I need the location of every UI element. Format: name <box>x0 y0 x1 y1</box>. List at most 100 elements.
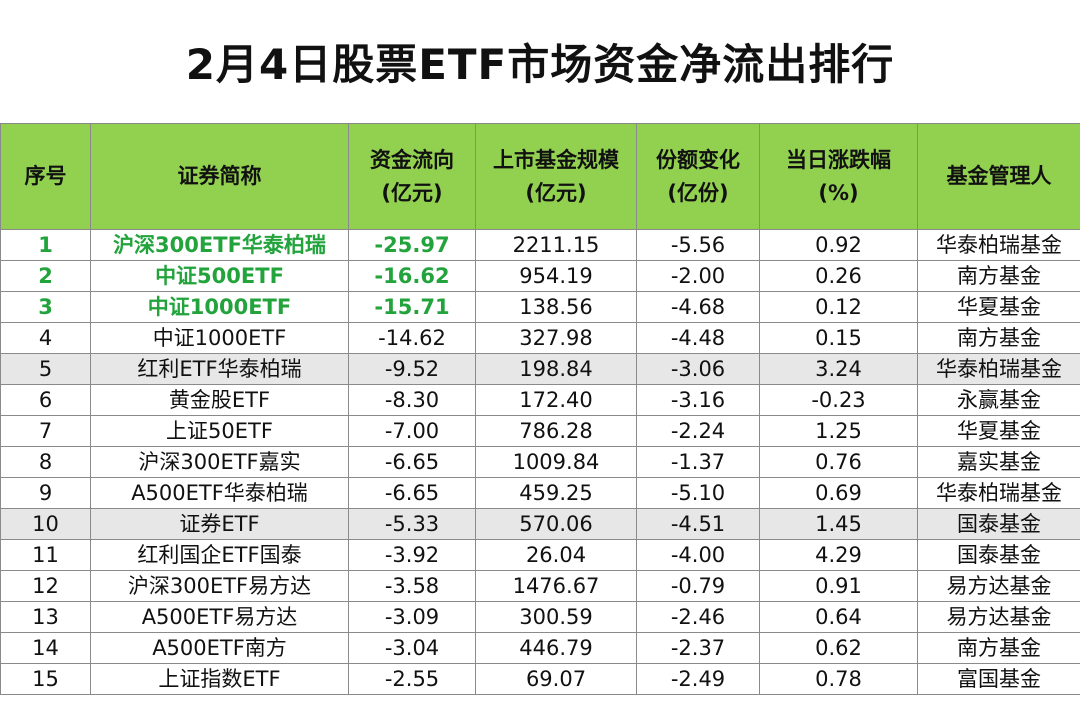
cell-share: -2.24 <box>636 415 760 447</box>
table-row: 9 A500ETF华泰柏瑞 -6.65 459.25 -5.10 0.69 华泰… <box>0 477 1080 509</box>
col-header-flow: 资金流向 (亿元) <box>348 123 476 230</box>
table-row: 10 证券ETF -5.33 570.06 -4.51 1.45 国泰基金 <box>0 508 1080 540</box>
cell-scale: 26.04 <box>475 539 637 571</box>
cell-flow: -8.30 <box>348 384 476 416</box>
cell-manager: 南方基金 <box>917 260 1080 292</box>
cell-share: -4.48 <box>636 322 760 354</box>
cell-scale: 1009.84 <box>475 446 637 478</box>
cell-scale: 954.19 <box>475 260 637 292</box>
cell-share: -4.68 <box>636 291 760 323</box>
cell-manager: 易方达基金 <box>917 570 1080 602</box>
cell-change: -0.23 <box>759 384 918 416</box>
cell-scale: 446.79 <box>475 632 637 664</box>
cell-no: 12 <box>0 570 91 602</box>
cell-flow: -6.65 <box>348 477 476 509</box>
cell-change: 0.91 <box>759 570 918 602</box>
cell-name: 黄金股ETF <box>90 384 349 416</box>
cell-share: -0.79 <box>636 570 760 602</box>
table-row: 5 红利ETF华泰柏瑞 -9.52 198.84 -3.06 3.24 华泰柏瑞… <box>0 353 1080 385</box>
cell-name: 证券ETF <box>90 508 349 540</box>
cell-name: A500ETF南方 <box>90 632 349 664</box>
cell-scale: 327.98 <box>475 322 637 354</box>
cell-flow: -16.62 <box>348 260 476 292</box>
cell-manager: 华泰柏瑞基金 <box>917 353 1080 385</box>
cell-change: 0.26 <box>759 260 918 292</box>
cell-scale: 2211.15 <box>475 229 637 261</box>
cell-change: 0.12 <box>759 291 918 323</box>
cell-no: 5 <box>0 353 91 385</box>
cell-no: 8 <box>0 446 91 478</box>
cell-flow: -3.92 <box>348 539 476 571</box>
cell-no: 3 <box>0 291 91 323</box>
cell-no: 11 <box>0 539 91 571</box>
cell-share: -1.37 <box>636 446 760 478</box>
cell-name: 上证指数ETF <box>90 663 349 695</box>
col-header-scale: 上市基金规模 (亿元) <box>475 123 637 230</box>
cell-change: 0.62 <box>759 632 918 664</box>
cell-manager: 永赢基金 <box>917 384 1080 416</box>
cell-scale: 69.07 <box>475 663 637 695</box>
cell-name: 上证50ETF <box>90 415 349 447</box>
cell-share: -5.10 <box>636 477 760 509</box>
cell-name: 中证1000ETF <box>90 291 349 323</box>
table-row: 14 A500ETF南方 -3.04 446.79 -2.37 0.62 南方基… <box>0 632 1080 664</box>
cell-change: 4.29 <box>759 539 918 571</box>
table-row: 15 上证指数ETF -2.55 69.07 -2.49 0.78 富国基金 <box>0 663 1080 695</box>
cell-change: 0.64 <box>759 601 918 633</box>
cell-name: A500ETF易方达 <box>90 601 349 633</box>
cell-flow: -5.33 <box>348 508 476 540</box>
cell-no: 13 <box>0 601 91 633</box>
cell-name: 红利ETF华泰柏瑞 <box>90 353 349 385</box>
cell-name: 红利国企ETF国泰 <box>90 539 349 571</box>
cell-scale: 786.28 <box>475 415 637 447</box>
cell-manager: 南方基金 <box>917 322 1080 354</box>
cell-no: 10 <box>0 508 91 540</box>
cell-name: 沪深300ETF嘉实 <box>90 446 349 478</box>
table-row: 6 黄金股ETF -8.30 172.40 -3.16 -0.23 永赢基金 <box>0 384 1080 416</box>
cell-share: -4.51 <box>636 508 760 540</box>
cell-flow: -7.00 <box>348 415 476 447</box>
cell-share: -5.56 <box>636 229 760 261</box>
col-header-share: 份额变化 (亿份) <box>636 123 760 230</box>
cell-name: 沪深300ETF华泰柏瑞 <box>90 229 349 261</box>
cell-change: 0.92 <box>759 229 918 261</box>
cell-change: 0.15 <box>759 322 918 354</box>
cell-share: -3.06 <box>636 353 760 385</box>
page-title: 2月4日股票ETF市场资金净流出排行 <box>185 39 895 89</box>
table-row: 11 红利国企ETF国泰 -3.92 26.04 -4.00 4.29 国泰基金 <box>0 539 1080 571</box>
cell-manager: 华泰柏瑞基金 <box>917 477 1080 509</box>
cell-share: -4.00 <box>636 539 760 571</box>
cell-share: -3.16 <box>636 384 760 416</box>
cell-change: 0.76 <box>759 446 918 478</box>
cell-flow: -2.55 <box>348 663 476 695</box>
cell-no: 9 <box>0 477 91 509</box>
cell-scale: 1476.67 <box>475 570 637 602</box>
cell-flow: -3.04 <box>348 632 476 664</box>
cell-share: -2.49 <box>636 663 760 695</box>
cell-flow: -3.09 <box>348 601 476 633</box>
cell-name: 中证1000ETF <box>90 322 349 354</box>
table-row: 1 沪深300ETF华泰柏瑞 -25.97 2211.15 -5.56 0.92… <box>0 229 1080 261</box>
cell-share: -2.00 <box>636 260 760 292</box>
etf-outflow-table: 序号 证券简称 资金流向 (亿元) 上市基金规模 (亿元) 份额变化 (亿份) 当日涨… <box>0 123 1080 695</box>
cell-scale: 198.84 <box>475 353 637 385</box>
cell-manager: 嘉实基金 <box>917 446 1080 478</box>
cell-flow: -9.52 <box>348 353 476 385</box>
table-row: 4 中证1000ETF -14.62 327.98 -4.48 0.15 南方基… <box>0 322 1080 354</box>
cell-manager: 易方达基金 <box>917 601 1080 633</box>
cell-flow: -3.58 <box>348 570 476 602</box>
col-header-name: 证券简称 <box>90 123 349 230</box>
table-row: 3 中证1000ETF -15.71 138.56 -4.68 0.12 华夏基… <box>0 291 1080 323</box>
cell-scale: 138.56 <box>475 291 637 323</box>
cell-flow: -6.65 <box>348 446 476 478</box>
table-row: 2 中证500ETF -16.62 954.19 -2.00 0.26 南方基金 <box>0 260 1080 292</box>
header-row: 序号 证券简称 资金流向 (亿元) 上市基金规模 (亿元) 份额变化 (亿份) 当日涨… <box>0 123 1080 230</box>
table-row: 8 沪深300ETF嘉实 -6.65 1009.84 -1.37 0.76 嘉实… <box>0 446 1080 478</box>
cell-flow: -25.97 <box>348 229 476 261</box>
cell-manager: 华夏基金 <box>917 291 1080 323</box>
cell-scale: 459.25 <box>475 477 637 509</box>
cell-scale: 172.40 <box>475 384 637 416</box>
cell-share: -2.46 <box>636 601 760 633</box>
cell-scale: 300.59 <box>475 601 637 633</box>
cell-name: A500ETF华泰柏瑞 <box>90 477 349 509</box>
